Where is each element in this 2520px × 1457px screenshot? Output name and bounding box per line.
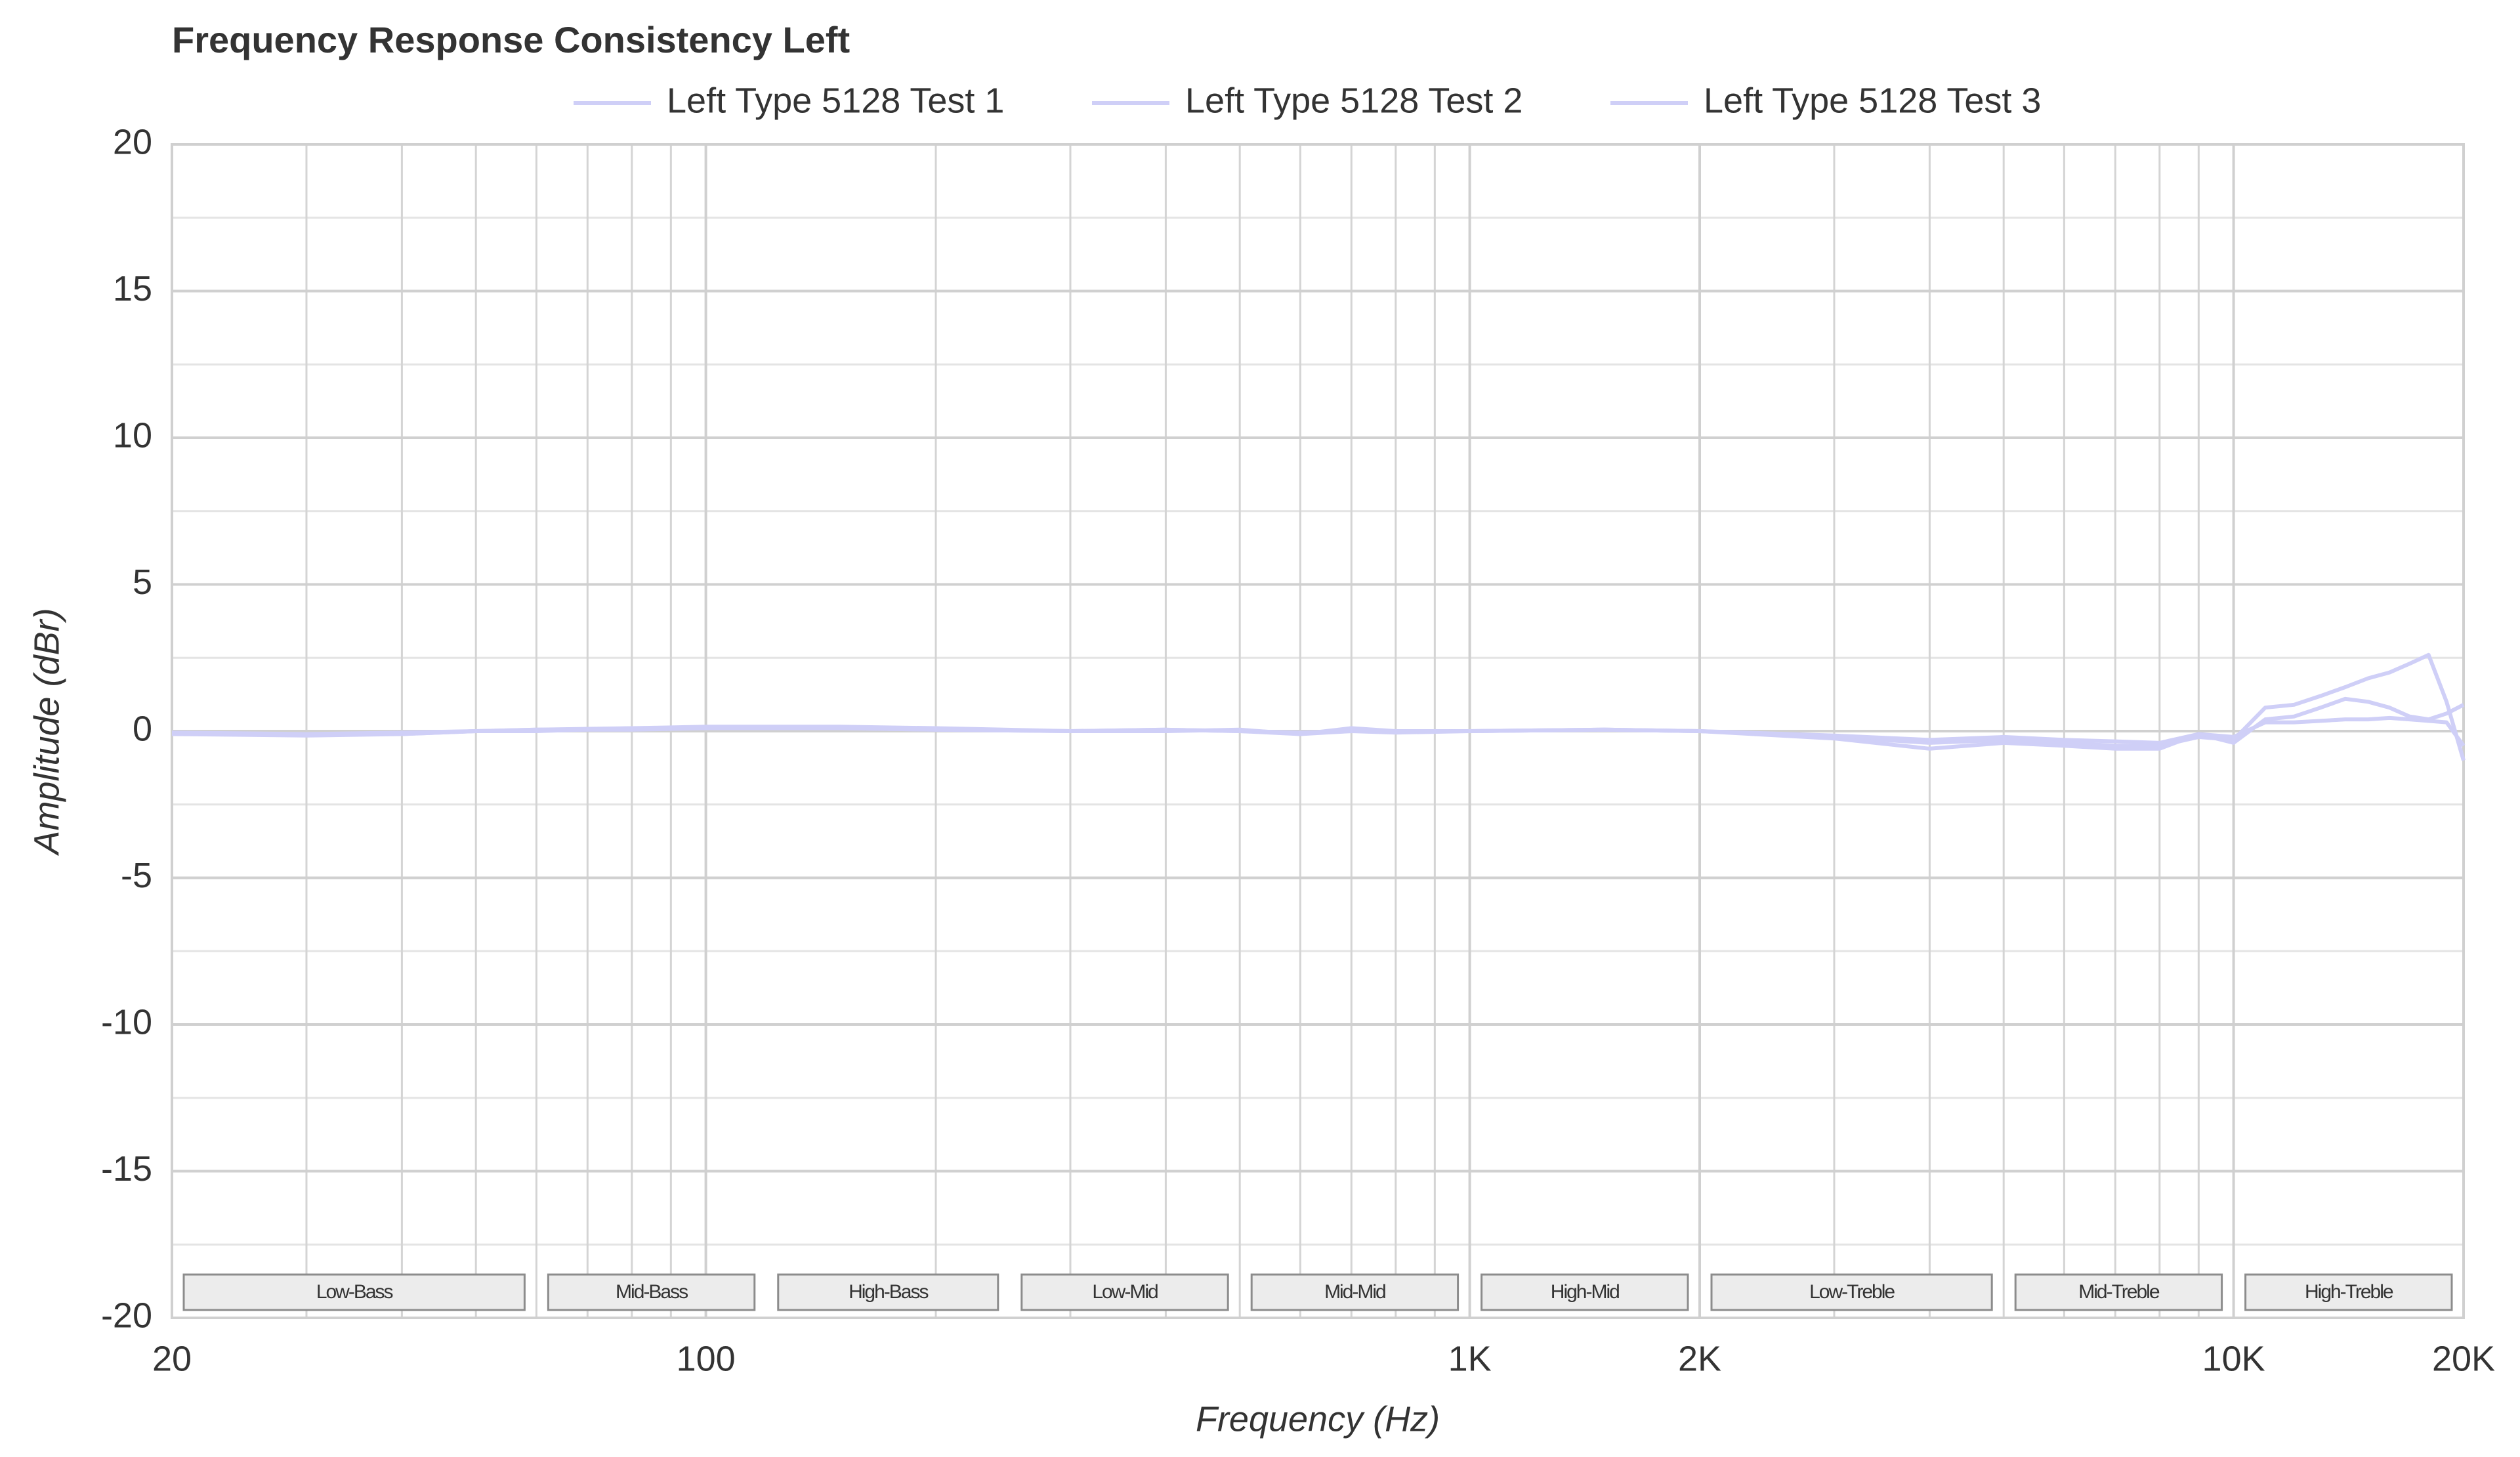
region-box: [182, 1273, 526, 1311]
region-label: Low-Mid: [1092, 1281, 1158, 1303]
y-tick-label: -5: [121, 856, 152, 895]
region-label: Low-Bass: [316, 1281, 393, 1303]
legend-label: Left Type 5128 Test 2: [1185, 81, 1522, 120]
x-tick-label: 100: [677, 1339, 736, 1378]
legend-label: Left Type 5128 Test 1: [667, 81, 1004, 120]
region-label: Low-Treble: [1809, 1281, 1895, 1303]
region-box: [1020, 1273, 1229, 1311]
y-tick-label: 5: [133, 562, 152, 602]
region-label: Mid-Mid: [1324, 1281, 1385, 1303]
y-tick-label: -15: [101, 1149, 152, 1189]
legend-label: Left Type 5128 Test 3: [1704, 81, 2041, 120]
x-tick-label: 20K: [2432, 1339, 2495, 1378]
x-tick-label: 20: [152, 1339, 192, 1378]
y-tick-label: -20: [101, 1296, 152, 1335]
x-tick-label: 2K: [1678, 1339, 1721, 1378]
region-label: Mid-Bass: [616, 1281, 688, 1303]
region-box: [1710, 1273, 1993, 1311]
plot-border: [171, 143, 2465, 1319]
y-tick-label: 20: [113, 122, 152, 161]
x-axis-title: Frequency (Hz): [1196, 1399, 1440, 1439]
region-box: [547, 1273, 756, 1311]
x-tick-label: 10K: [2202, 1339, 2265, 1378]
region-label: High-Mid: [1551, 1281, 1619, 1303]
region-box: [777, 1273, 999, 1311]
y-tick-label: 0: [133, 709, 152, 748]
y-axis-title: Amplitude (dBr): [27, 608, 66, 856]
series-line: [172, 652, 2466, 761]
region-box: [2014, 1273, 2223, 1311]
series-line: [171, 715, 2466, 748]
region-label: High-Treble: [2305, 1281, 2393, 1303]
y-tick-label: 15: [113, 269, 152, 308]
region-box: [1250, 1273, 1460, 1311]
x-tick-label: 1K: [1448, 1339, 1492, 1378]
chart-title: Frequency Response Consistency Left: [172, 19, 850, 60]
region-label: High-Bass: [849, 1281, 928, 1303]
region-box: [1480, 1273, 1689, 1311]
y-tick-label: 10: [113, 415, 152, 455]
y-tick-label: -10: [101, 1002, 152, 1042]
region-label: Mid-Treble: [2078, 1281, 2160, 1303]
region-box: [2244, 1273, 2453, 1311]
